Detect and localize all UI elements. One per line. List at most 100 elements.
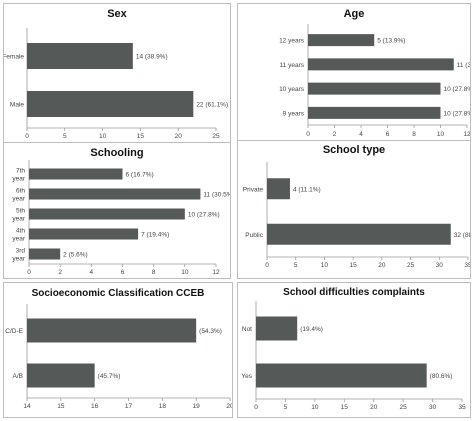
x-tick-label: 5 <box>63 133 67 140</box>
x-tick-label: 10 <box>437 131 445 138</box>
category-label-line: 6th <box>16 188 25 195</box>
x-tick-label: 15 <box>350 262 358 269</box>
bar-6th-year <box>29 188 201 200</box>
chart-title: Age <box>344 8 365 20</box>
category-label: 12 years <box>279 38 305 45</box>
bar-a-b <box>27 363 95 388</box>
data-label: 2 (5.6%) <box>63 252 88 259</box>
chart-title: Sex <box>107 8 127 20</box>
data-label: (80.6%) <box>430 373 453 380</box>
x-tick-label: 25 <box>407 262 415 269</box>
chart-svg: School type 0 5 10 15 20 25 30 35 Private 4 (11.1%… <box>243 144 470 269</box>
bar-3rd-year <box>29 248 61 260</box>
x-tick-label: 0 <box>254 404 258 411</box>
category-label-line: year <box>12 196 25 203</box>
category-label: 11 years <box>280 62 305 69</box>
category-label: 5th year <box>12 208 25 223</box>
x-tick-label: 8 <box>412 131 416 138</box>
chart-svg: Age 0 2 4 6 8 10 12 12 years 5 (13.9%) 11 years 11 … <box>279 8 471 138</box>
category-label: Not <box>242 326 252 333</box>
category-label-line: 10 years <box>279 86 305 93</box>
x-tick-label: 6 <box>386 131 390 138</box>
category-label: Public <box>245 232 263 239</box>
x-tick-label: 8 <box>152 269 156 276</box>
category-label-line: year <box>12 256 25 263</box>
category-label-line: Public <box>245 232 263 239</box>
x-tick-label: 25 <box>212 133 220 140</box>
x-tick-label: 19 <box>193 403 201 410</box>
x-tick-label: 10 <box>321 262 329 269</box>
x-tick-label: 12 <box>212 269 220 276</box>
data-label: 10 (27.8%) <box>444 110 471 117</box>
bar-female <box>27 43 133 69</box>
data-label: 22 (61.1%) <box>196 102 228 109</box>
x-tick-label: 12 <box>463 131 470 138</box>
x-tick-label: 10 <box>311 404 319 411</box>
bar-12-years <box>308 34 375 47</box>
x-tick-label: 15 <box>57 403 65 410</box>
x-tick-label: 15 <box>137 133 145 140</box>
x-tick-label: 25 <box>400 404 408 411</box>
data-label: 7 (19.4%) <box>141 232 169 239</box>
x-tick-label: 14 <box>23 403 31 410</box>
data-label: 32 (88.9%) <box>454 232 470 239</box>
data-label: (19.4%) <box>300 326 323 333</box>
category-label-line: 3rd <box>16 248 26 255</box>
bar-11-years <box>308 58 454 71</box>
bar-male <box>27 91 194 117</box>
chart-svg: Sex 0 5 10 15 20 25 Female 14 (38.9%) Male 22 (61.… <box>4 8 228 140</box>
x-tick-label: 0 <box>306 131 310 138</box>
chart-svg: Socioeconomic Classification CCEB 14 15 16 1… <box>5 288 232 410</box>
chart-title: Schooling <box>90 147 143 159</box>
category-label: Yes <box>241 373 252 380</box>
x-tick-label: 2 <box>333 131 337 138</box>
data-label: 5 (13.9%) <box>377 38 405 45</box>
category-label-line: year <box>12 216 25 223</box>
category-label: Female <box>4 54 24 61</box>
category-label-line: Yes <box>241 373 252 380</box>
category-label-line: year <box>12 236 25 243</box>
x-tick-label: 5 <box>294 262 298 269</box>
bar-10-years <box>308 82 441 95</box>
x-tick-label: 30 <box>429 404 437 411</box>
category-label: 6th year <box>12 188 25 203</box>
x-tick-label: 5 <box>284 404 288 411</box>
category-label-line: 7th <box>16 168 25 175</box>
category-label-line: 4th <box>16 228 25 235</box>
chart-panel-age: Age 0 2 4 6 8 10 12 12 years 5 (13.9%) 11 years 11 … <box>237 3 471 144</box>
x-tick-label: 20 <box>175 133 183 140</box>
x-tick-label: 18 <box>159 403 167 410</box>
bar-yes <box>256 363 427 388</box>
x-tick-label: 0 <box>25 133 29 140</box>
x-tick-label: 20 <box>370 404 378 411</box>
x-tick-label: 20 <box>378 262 386 269</box>
category-label-line: Private <box>243 186 264 193</box>
bar-7th-year <box>29 168 123 180</box>
data-label: 6 (16.7%) <box>126 172 154 179</box>
x-tick-label: 4 <box>90 269 94 276</box>
category-label-line: 12 years <box>279 38 305 45</box>
x-tick-label: 16 <box>91 403 99 410</box>
category-label: Male <box>10 102 24 109</box>
x-tick-label: 30 <box>436 262 444 269</box>
category-label-line: 11 years <box>280 62 305 69</box>
category-label-line: C/D-E <box>5 328 23 335</box>
data-label: (45.7%) <box>98 373 121 380</box>
category-label: Private <box>243 186 264 193</box>
data-label: 11 (30.5%) <box>457 62 470 69</box>
category-label-line: Female <box>4 54 24 61</box>
x-tick-label: 4 <box>359 131 363 138</box>
bar-4th-year <box>29 228 139 240</box>
bar-public <box>267 223 451 245</box>
chart-panel-school-type: School type 0 5 10 15 20 25 30 35 Private 4 (11.1%… <box>237 140 471 279</box>
x-tick-label: 35 <box>458 404 466 411</box>
x-tick-label: 10 <box>181 269 189 276</box>
chart-panel-school-difficulties: School difficulties complaints 0 5 10 15 20 25… <box>237 282 471 418</box>
chart-panel-schooling: Schooling 0 2 4 6 8 10 12 7th year 6 (16.7%) 6th yea… <box>3 142 231 279</box>
category-label: 9 years <box>283 110 305 117</box>
chart-title: School type <box>323 144 385 156</box>
bar-private <box>267 178 290 200</box>
category-label: 3rd year <box>12 248 25 263</box>
category-label-line: year <box>12 176 25 183</box>
